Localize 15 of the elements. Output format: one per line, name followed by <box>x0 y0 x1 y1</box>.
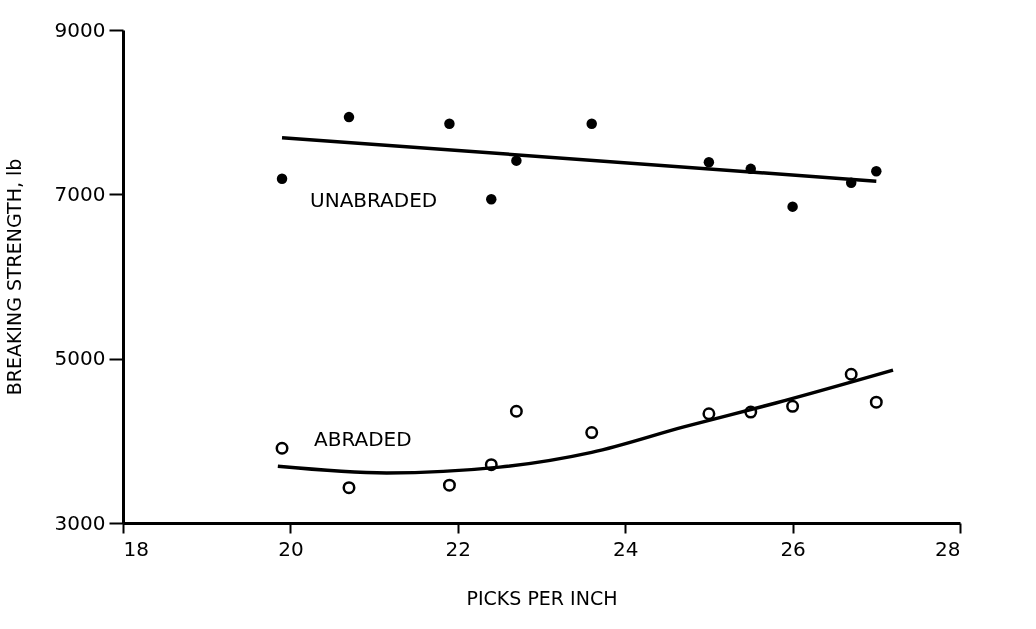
y-tick-label: 3000 <box>54 510 106 535</box>
x-tick-label: 28 <box>935 536 961 561</box>
x-axis-title: PICKS PER INCH <box>466 586 618 609</box>
series-label: UNABRADED <box>310 187 438 212</box>
x-tick-label: 24 <box>612 536 639 561</box>
x-tick-label: 26 <box>780 536 806 561</box>
y-tick-label: 5000 <box>54 346 106 371</box>
x-tick-label: 18 <box>123 536 149 561</box>
y-axis-title: BREAKING STRENGTH, lb <box>2 158 25 396</box>
line-series <box>276 368 895 475</box>
x-tick-label: 20 <box>278 536 304 561</box>
x-tick-label: 22 <box>445 536 472 561</box>
series-label: ABRADED <box>314 427 412 452</box>
y-tick-label: 9000 <box>54 17 106 42</box>
y-tick-label: 7000 <box>54 181 106 206</box>
